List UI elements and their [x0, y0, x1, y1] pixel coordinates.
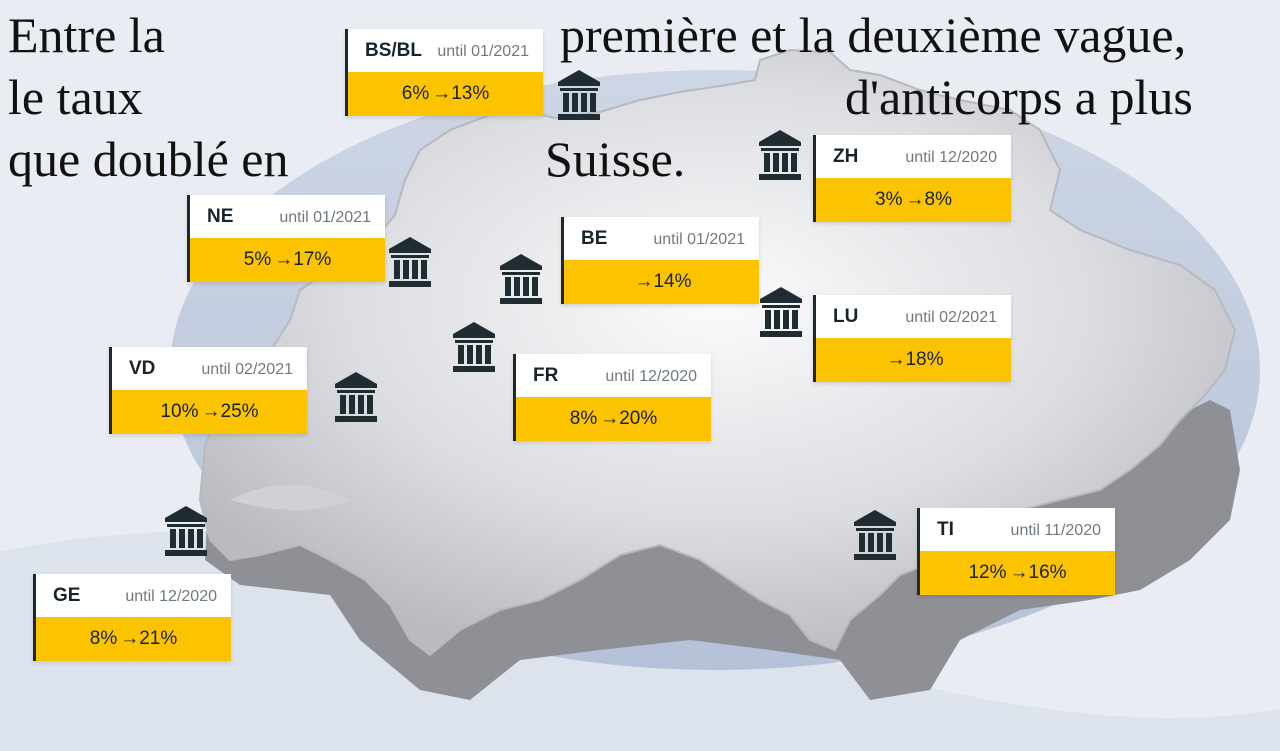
- headline-line2-end: d'anticorps a plus: [845, 69, 1193, 125]
- region-date: until 02/2021: [201, 361, 293, 378]
- arrow-right-icon: →: [120, 628, 140, 649]
- rate-after: 25%: [220, 401, 259, 422]
- institution-icon: [387, 235, 433, 289]
- region-code: VD: [129, 358, 156, 379]
- arrow-right-icon: →: [201, 401, 221, 422]
- rate-after: 20%: [619, 408, 658, 429]
- region-code: BE: [581, 228, 608, 249]
- headline-line1-start: Entre la: [8, 7, 165, 63]
- arrow-right-icon: →: [634, 271, 654, 292]
- rate-before: 12%: [968, 562, 1007, 583]
- arrow-right-icon: →: [432, 83, 452, 104]
- region-code: GE: [53, 585, 81, 606]
- region-date: until 01/2021: [437, 43, 529, 60]
- region-date: until 02/2021: [905, 309, 997, 326]
- region-code: TI: [937, 519, 954, 540]
- region-date: until 11/2020: [1010, 522, 1101, 539]
- rate-after: 8%: [924, 189, 952, 210]
- arrow-right-icon: →: [600, 408, 620, 429]
- rate-after: 21%: [139, 628, 178, 649]
- arrow-right-icon: →: [1009, 562, 1029, 583]
- region-card-fr: FR until 12/2020 8% → 20%: [513, 354, 711, 441]
- antibody-rate-band: 6% → 13%: [348, 72, 543, 116]
- region-code: LU: [833, 306, 859, 327]
- rate-after: 14%: [653, 271, 692, 292]
- region-date: until 01/2021: [279, 209, 371, 226]
- headline-line3-end: Suisse.: [545, 131, 686, 187]
- region-card-ge: GE until 12/2020 8% → 21%: [33, 574, 231, 661]
- region-date: until 12/2020: [605, 368, 697, 385]
- rate-before: 6%: [401, 83, 430, 104]
- region-card-ti: TI until 11/2020 12% → 16%: [917, 508, 1115, 595]
- region-date: until 12/2020: [125, 588, 217, 605]
- rate-after: 17%: [293, 249, 332, 270]
- region-card-vd: VD until 02/2021 10% → 25%: [109, 347, 307, 434]
- region-code: FR: [533, 365, 559, 386]
- antibody-rate-band: 8% → 20%: [516, 397, 711, 441]
- region-card-bs-bl: BS/BL until 01/2021 6% → 13%: [345, 29, 543, 116]
- antibody-rate-band: → 18%: [816, 338, 1011, 382]
- institution-icon: [757, 128, 803, 182]
- institution-icon: [163, 504, 209, 558]
- rate-before: 10%: [160, 401, 199, 422]
- institution-icon: [758, 285, 804, 339]
- institution-icon: [498, 252, 544, 306]
- region-card-zh: ZH until 12/2020 3% → 8%: [813, 135, 1011, 222]
- headline-line2-start: le taux: [8, 69, 143, 125]
- rate-after: 16%: [1028, 562, 1067, 583]
- headline-line3-start: que doublé en: [8, 131, 289, 187]
- region-code: NE: [207, 206, 234, 227]
- rate-before: 8%: [89, 628, 118, 649]
- rate-before: 3%: [875, 189, 903, 210]
- headline-line1-end: première et la deuxième vague,: [560, 7, 1187, 63]
- rate-after: 13%: [451, 83, 490, 104]
- antibody-rate-band: 5% → 17%: [190, 238, 385, 282]
- region-date: until 12/2020: [905, 149, 997, 166]
- region-card-lu: LU until 02/2021 → 18%: [813, 295, 1011, 382]
- rate-before: 8%: [569, 408, 598, 429]
- rate-after: 18%: [905, 349, 944, 370]
- arrow-right-icon: →: [274, 249, 294, 270]
- institution-icon: [852, 508, 898, 562]
- institution-icon: [451, 320, 497, 374]
- region-date: until 01/2021: [653, 231, 745, 248]
- institution-icon: [556, 68, 602, 122]
- antibody-rate-band: 3% → 8%: [816, 178, 1011, 222]
- region-code: ZH: [833, 146, 859, 167]
- region-card-be: BE until 01/2021 → 14%: [561, 217, 759, 304]
- antibody-rate-band: 10% → 25%: [112, 390, 307, 434]
- region-code: BS/BL: [365, 40, 422, 61]
- arrow-right-icon: →: [886, 349, 906, 370]
- rate-before: 5%: [243, 249, 272, 270]
- antibody-rate-band: → 14%: [564, 260, 759, 304]
- antibody-rate-band: 12% → 16%: [920, 551, 1115, 595]
- institution-icon: [333, 370, 379, 424]
- region-card-ne: NE until 01/2021 5% → 17%: [187, 195, 385, 282]
- arrow-right-icon: →: [905, 189, 925, 210]
- antibody-rate-band: 8% → 21%: [36, 617, 231, 661]
